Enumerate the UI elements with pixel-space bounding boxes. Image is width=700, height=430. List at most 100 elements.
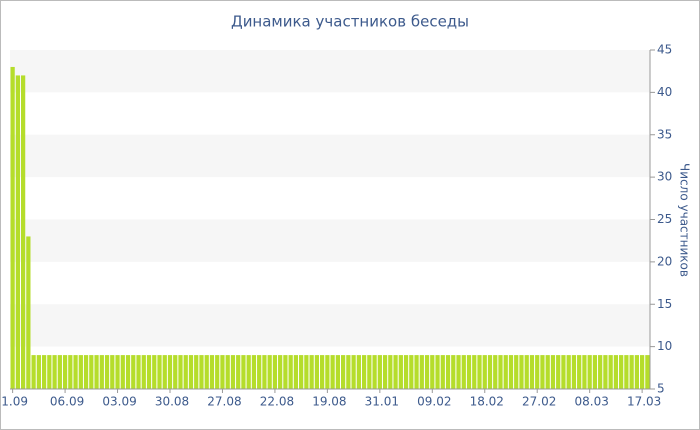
- x-tick-label: 27.08: [207, 395, 241, 409]
- x-tick-label: 09.02: [417, 395, 451, 409]
- bar: [110, 355, 115, 389]
- bar: [73, 355, 78, 389]
- bar: [36, 355, 41, 389]
- bar: [409, 355, 414, 389]
- y-tick-label: 40: [657, 85, 672, 99]
- bar: [377, 355, 382, 389]
- bar: [257, 355, 262, 389]
- bar: [382, 355, 388, 389]
- bar: [592, 355, 598, 389]
- y-tick-label: 20: [657, 254, 672, 268]
- bar: [157, 355, 162, 389]
- bar: [167, 355, 173, 389]
- bar: [194, 355, 199, 389]
- y-tick-label: 10: [657, 339, 672, 353]
- bar: [529, 355, 535, 389]
- bar: [131, 355, 136, 389]
- bar: [424, 355, 430, 389]
- y-tick-label: 25: [657, 212, 672, 226]
- bar: [152, 355, 157, 389]
- bar: [125, 355, 131, 389]
- bar: [120, 355, 125, 389]
- bar: [299, 355, 304, 389]
- bar: [556, 355, 561, 389]
- bar: [414, 355, 419, 389]
- bar: [472, 355, 477, 389]
- grid-band: [10, 304, 650, 347]
- bar: [613, 355, 619, 389]
- bar: [340, 355, 346, 389]
- bar: [62, 355, 68, 389]
- bar: [20, 75, 26, 390]
- x-tick-label: 03.09: [102, 395, 136, 409]
- bar: [173, 355, 178, 389]
- bar: [550, 355, 556, 389]
- bar: [330, 355, 335, 389]
- bar: [645, 355, 650, 389]
- x-tick-label: 19.08: [312, 395, 346, 409]
- bar: [393, 355, 398, 389]
- bar: [220, 355, 225, 389]
- bar: [41, 355, 47, 389]
- bar: [52, 355, 57, 389]
- bar: [99, 355, 104, 389]
- x-tick-label: 1.09: [1, 395, 28, 409]
- bar: [587, 355, 592, 389]
- grid-band: [10, 219, 650, 262]
- bar: [278, 355, 283, 389]
- bar: [146, 355, 152, 389]
- bar: [26, 236, 31, 389]
- bar: [230, 355, 236, 389]
- bar: [283, 355, 288, 389]
- bar: [466, 355, 472, 389]
- bar: [15, 75, 20, 390]
- bar: [115, 355, 120, 389]
- bar: [571, 355, 577, 389]
- bar: [94, 355, 99, 389]
- bar: [225, 355, 230, 389]
- bar: [241, 355, 246, 389]
- bar: [183, 355, 188, 389]
- bar: [603, 355, 608, 389]
- x-tick-label: 18.02: [470, 395, 504, 409]
- bar: [314, 355, 320, 389]
- bar: [430, 355, 435, 389]
- bar: [47, 355, 52, 389]
- bar: [640, 355, 645, 389]
- bar: [388, 355, 393, 389]
- bar: [78, 355, 83, 389]
- bar: [236, 355, 241, 389]
- bar: [267, 355, 272, 389]
- y-tick-label: 35: [657, 127, 672, 141]
- bar: [514, 355, 519, 389]
- bar: [498, 355, 503, 389]
- bar: [251, 355, 257, 389]
- bar: [325, 355, 330, 389]
- x-tick-label: 27.02: [522, 395, 556, 409]
- bar: [367, 355, 372, 389]
- bar: [624, 355, 629, 389]
- bar: [461, 355, 466, 389]
- y-tick-label: 5: [657, 382, 665, 396]
- bar: [451, 355, 456, 389]
- bar: [204, 355, 209, 389]
- bar: [435, 355, 440, 389]
- chart-title: Динамика участников беседы: [231, 13, 469, 31]
- bar: [608, 355, 613, 389]
- bar: [493, 355, 498, 389]
- bar: [31, 355, 36, 389]
- bar: [351, 355, 356, 389]
- bar: [398, 355, 403, 389]
- bar: [83, 355, 89, 389]
- y-tick-label: 15: [657, 297, 672, 311]
- bar: [566, 355, 571, 389]
- bar: [89, 355, 94, 389]
- bar: [162, 355, 167, 389]
- bar: [178, 355, 183, 389]
- bar: [477, 355, 482, 389]
- bar: [293, 355, 299, 389]
- grid-band: [10, 134, 650, 178]
- bar: [577, 355, 582, 389]
- bar: [141, 355, 146, 389]
